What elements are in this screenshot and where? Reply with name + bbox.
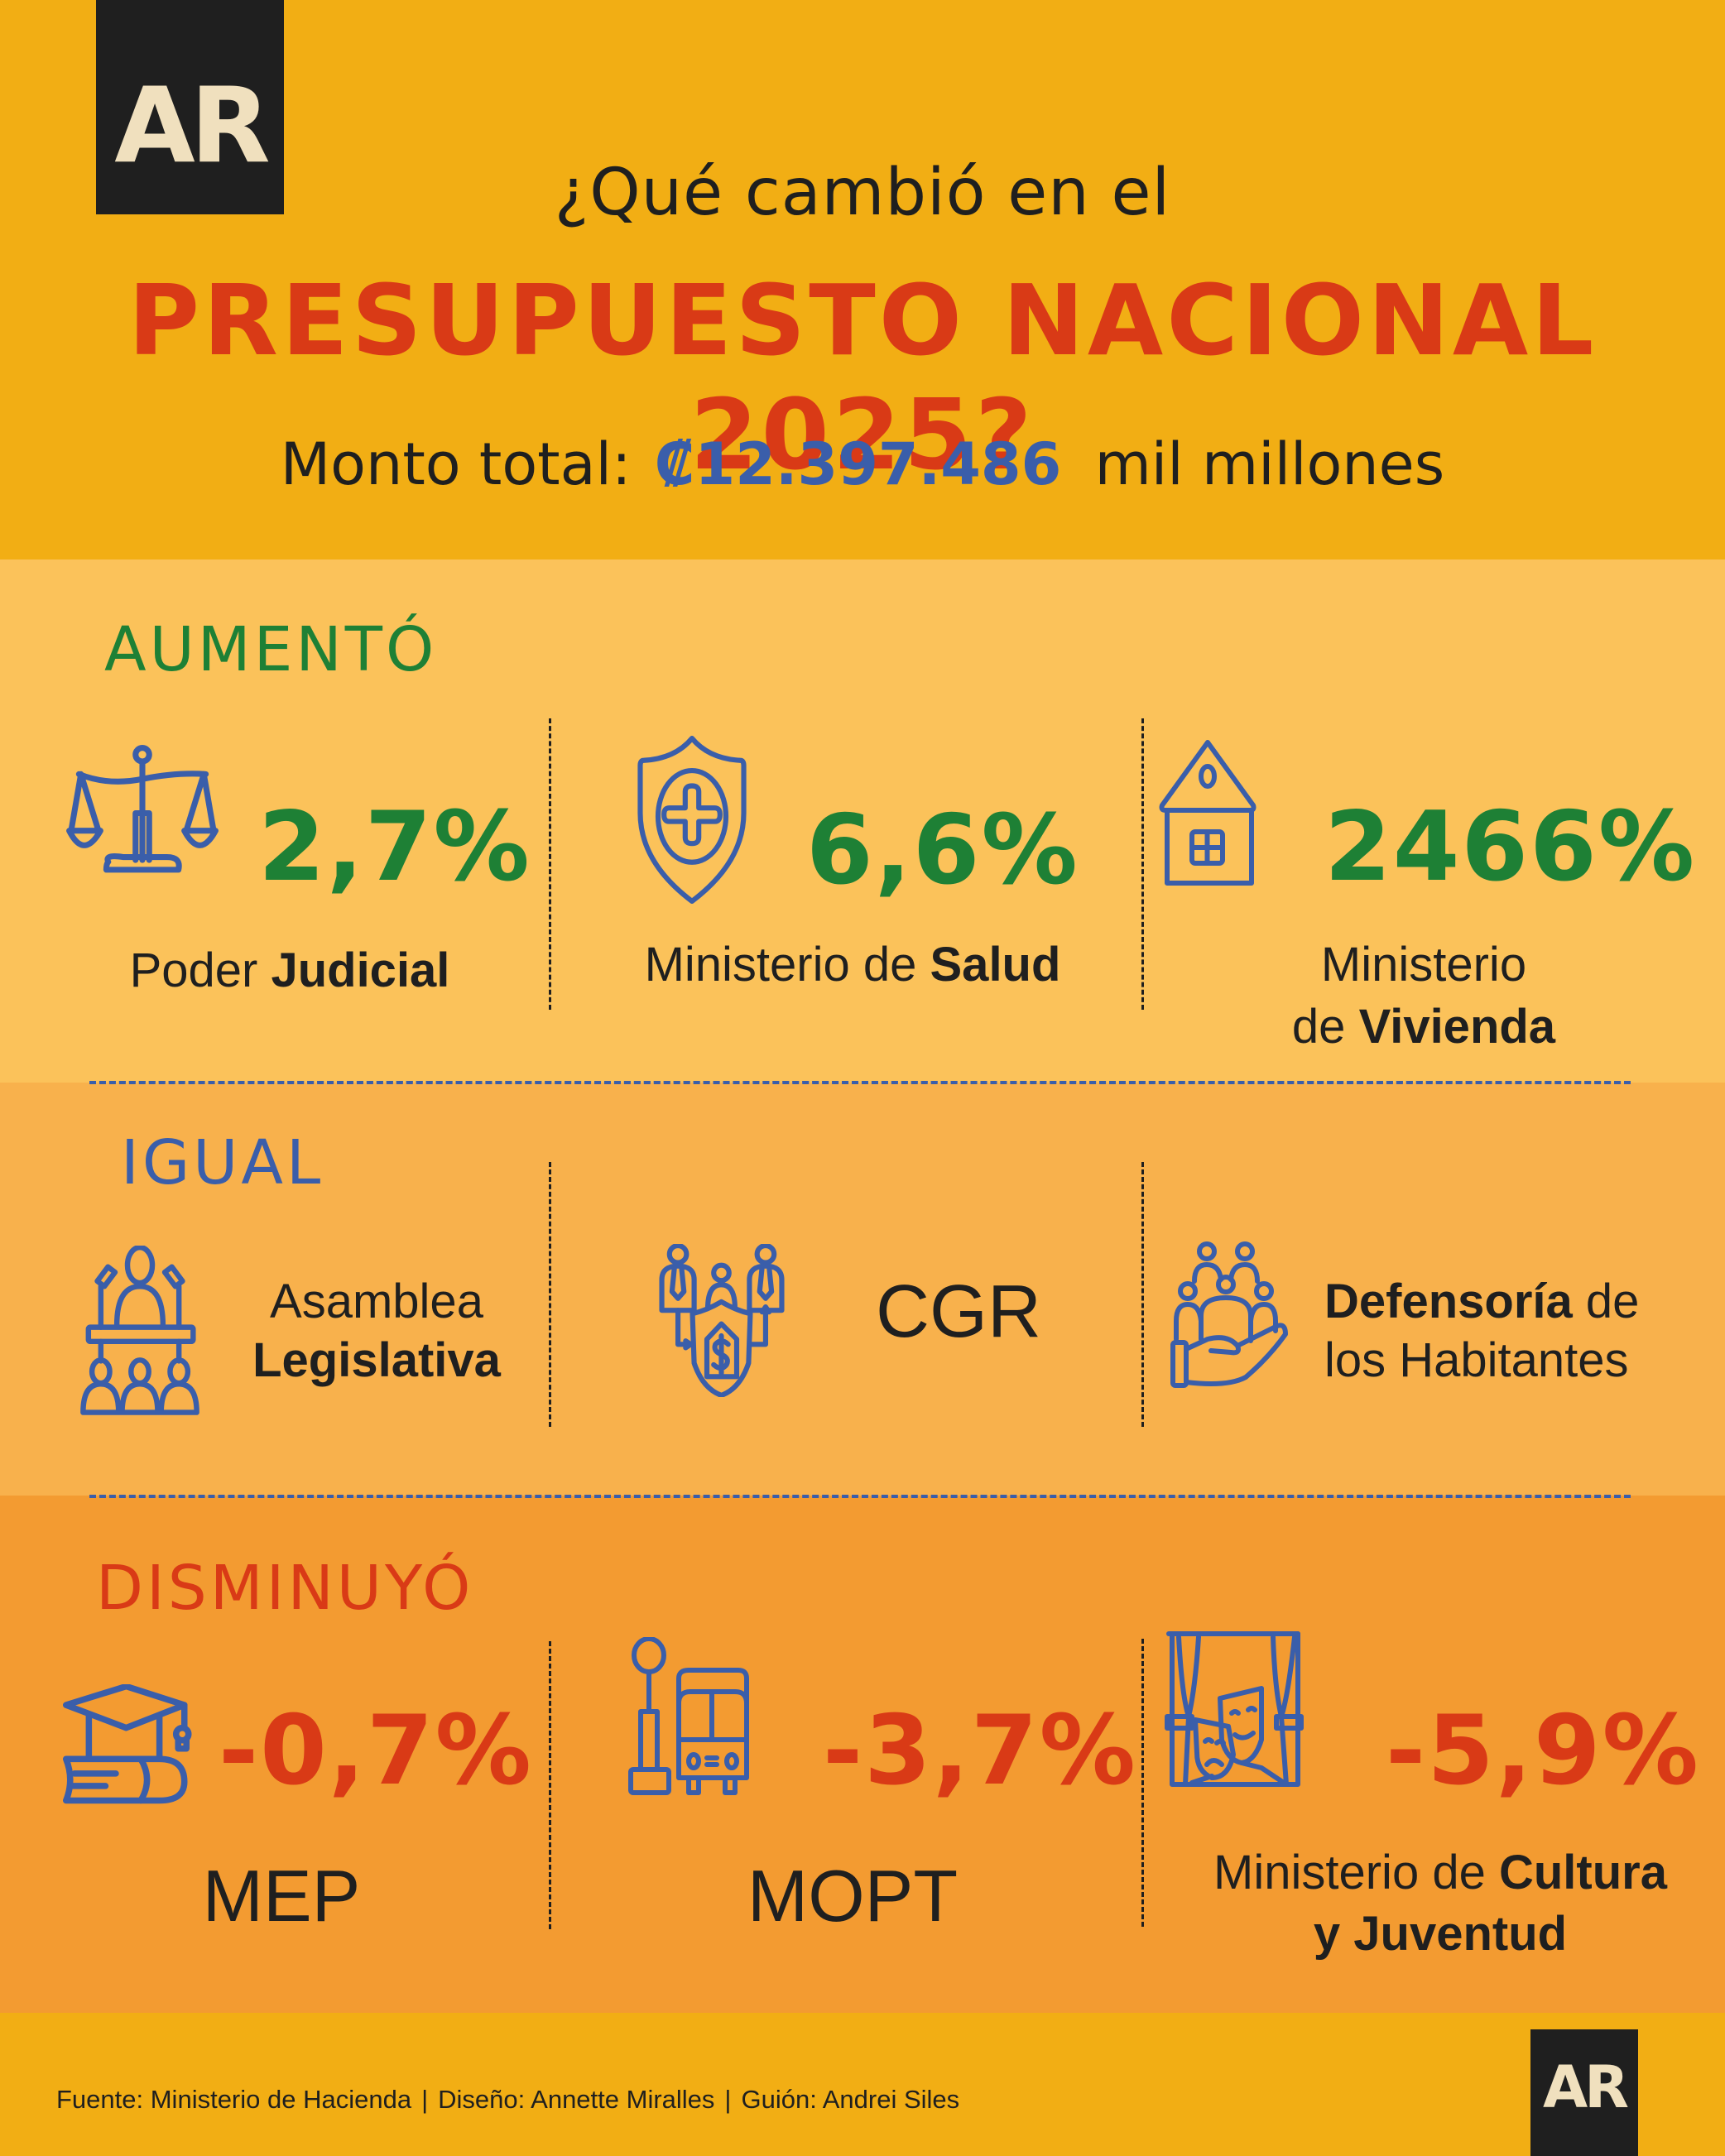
theater-masks-icon: [1165, 1631, 1304, 1787]
footer-design: Diseño: Annette Miralles: [438, 2085, 715, 2114]
column-divider: [1141, 718, 1144, 1010]
section-igual: [0, 1083, 1725, 1496]
helping-hand-people-icon: [1170, 1241, 1288, 1388]
section-title-aumento: AUMENTÓ: [104, 614, 438, 685]
footer-source: Fuente: Ministerio de Hacienda: [56, 2085, 412, 2114]
value-mopt: -3,7%: [823, 1695, 1137, 1807]
label-cgr: CGR: [876, 1270, 1041, 1353]
value-judicial: 2,7%: [258, 791, 531, 903]
footer-script: Guión: Andrei Siles: [741, 2085, 960, 2114]
value-salud: 6,6%: [806, 795, 1079, 906]
header-question: ¿Qué cambió en el: [554, 156, 1171, 230]
section-separator: [89, 1495, 1631, 1498]
section-disminuyo: [0, 1496, 1725, 2013]
footer-credits: Fuente: Ministerio de Hacienda | Diseño: A…: [56, 2085, 960, 2114]
logo-text: AR: [114, 65, 271, 186]
label-mopt: MOPT: [747, 1855, 959, 1937]
label-vivienda: Ministerio de Vivienda: [1291, 938, 1556, 1054]
ar-logo: AR: [96, 0, 284, 214]
scales-of-justice-icon: [66, 745, 219, 873]
label-cultura: Ministerio de Cultura y Juventud: [1213, 1846, 1667, 1962]
label-defensoria: Defensoría de los Habitantes: [1324, 1275, 1640, 1387]
section-title-disminuyo: DISMINUYÓ: [96, 1553, 474, 1624]
label-salud: Ministerio de Salud: [644, 938, 1061, 992]
label-judicial: Poder Judicial: [129, 944, 450, 997]
monto-value: ₡12.397.486: [654, 430, 1062, 498]
total-amount: Monto total: ₡12.397.486 mil millones: [0, 430, 1725, 498]
column-divider: [549, 718, 551, 1010]
section-aumento: [0, 559, 1725, 1083]
column-divider: [549, 1162, 551, 1427]
column-divider: [1141, 1162, 1144, 1427]
health-shield-icon: [637, 736, 747, 904]
bus-stop-icon: [628, 1637, 749, 1795]
monto-unit: mil millones: [1094, 430, 1445, 498]
column-divider: [1141, 1639, 1144, 1927]
graduation-cap-books-icon: [62, 1684, 192, 1804]
footer: [0, 2013, 1725, 2156]
monto-label: Monto total:: [280, 430, 632, 498]
label-mep: MEP: [202, 1855, 361, 1937]
value-mep: -0,7%: [219, 1695, 533, 1807]
house-icon: [1159, 740, 1257, 886]
column-divider: [549, 1641, 551, 1929]
header: [0, 0, 1725, 559]
ar-logo-footer: AR: [1530, 2029, 1638, 2156]
label-asamblea: Asamblea Legislativa: [252, 1275, 501, 1387]
logo-text: AR: [1542, 2053, 1629, 2121]
audit-shield-icon: [659, 1244, 785, 1397]
section-separator: [89, 1081, 1631, 1084]
assembly-icon: [80, 1246, 199, 1415]
value-cultura: -5,9%: [1386, 1695, 1700, 1807]
value-vivienda: 2466%: [1324, 791, 1697, 903]
page-title: PRESUPUESTO NACIONAL 2025?: [127, 263, 1598, 492]
section-title-igual: IGUAL: [121, 1127, 324, 1198]
